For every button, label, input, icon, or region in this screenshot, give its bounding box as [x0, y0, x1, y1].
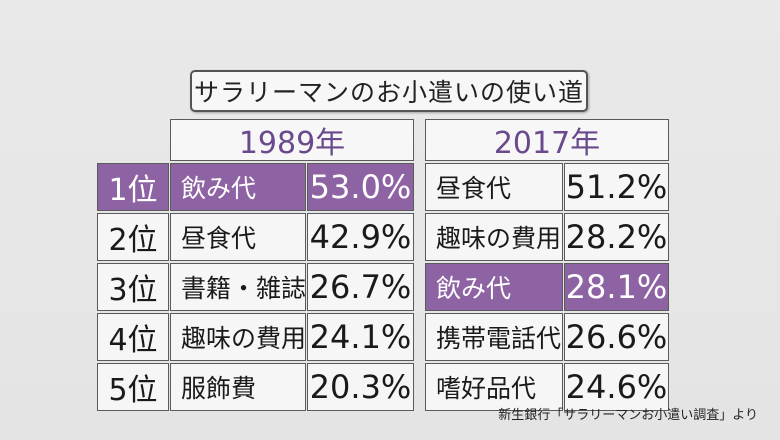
item-cell: 趣味の費用 [425, 213, 563, 261]
year-header-1989: 1989年 [170, 119, 414, 161]
item-cell: 飲み代 [170, 163, 306, 211]
item-cell: 服飾費 [170, 363, 306, 411]
value-cell: 42.9% [307, 213, 414, 261]
chart-title: サラリーマンのお小遣いの使い道 [190, 70, 588, 112]
value-cell: 24.6% [564, 363, 669, 411]
value-cell: 53.0% [307, 163, 414, 211]
source-note: 新生銀行「サラリーマンお小遣い調査」より [498, 408, 758, 423]
item-cell: 飲み代 [425, 263, 563, 311]
item-cell: 昼食代 [425, 163, 563, 211]
item-cell: 趣味の費用 [170, 313, 306, 361]
item-cell: 嗜好品代 [425, 363, 563, 411]
rank-cell: 3位 [97, 263, 169, 311]
value-cell: 24.1% [307, 313, 414, 361]
item-cell: 携帯電話代 [425, 313, 563, 361]
value-cell: 51.2% [564, 163, 669, 211]
item-cell: 書籍・雑誌代 [170, 263, 306, 311]
rank-cell: 5位 [97, 363, 169, 411]
rank-cell: 4位 [97, 313, 169, 361]
value-cell: 28.2% [564, 213, 669, 261]
rank-cell: 2位 [97, 213, 169, 261]
year-header-2017: 2017年 [425, 119, 669, 161]
item-cell: 昼食代 [170, 213, 306, 261]
rank-cell: 1位 [97, 163, 169, 211]
value-cell: 28.1% [564, 263, 669, 311]
value-cell: 26.6% [564, 313, 669, 361]
value-cell: 20.3% [307, 363, 414, 411]
value-cell: 26.7% [307, 263, 414, 311]
